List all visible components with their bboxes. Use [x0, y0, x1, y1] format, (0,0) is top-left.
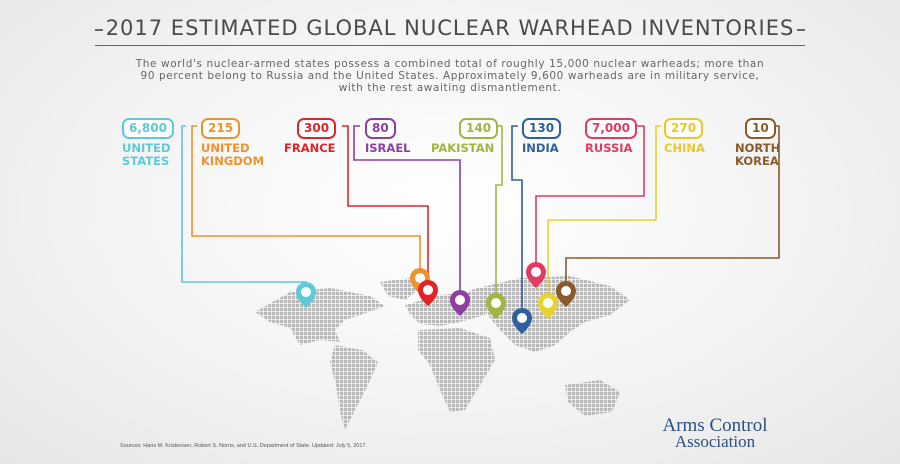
logo-line-2: Association: [674, 432, 756, 451]
country-china: 270 CHINA: [664, 118, 705, 155]
title-rule-right: [797, 29, 805, 31]
connector-north-korea: [565, 125, 780, 284]
continent-north-america: [255, 288, 385, 345]
country-name: UNITED KINGDOM: [201, 141, 265, 168]
warhead-count: 130: [522, 118, 562, 139]
country-name: PAKISTAN: [431, 141, 495, 155]
continent-africa: [418, 328, 495, 412]
title-rule-bottom: [95, 45, 805, 46]
country-united-kingdom: 215 UNITED KINGDOM: [201, 118, 264, 168]
pin-israel: [450, 290, 470, 316]
pin-russia: [526, 262, 546, 288]
country-israel: 80 ISRAEL: [365, 118, 411, 155]
country-pakistan: 140 PAKISTAN: [431, 118, 499, 155]
connector-russia: [535, 125, 645, 266]
pin-india: [512, 308, 532, 334]
connector-france: [342, 125, 429, 284]
pin-france: [418, 280, 438, 306]
title-rule-left: [95, 29, 103, 31]
sources-note: Sources: Hans M. Kristensen, Robert S. N…: [120, 443, 368, 449]
warhead-count: 6,800: [122, 118, 174, 139]
country-name: UNITED STATES: [122, 141, 171, 168]
continent-greenland: [380, 278, 420, 300]
country-north-korea: 10 NORTH KOREA: [735, 118, 780, 168]
country-united-states: 6,800 UNITED STATES: [122, 118, 174, 168]
warhead-count: 215: [201, 118, 241, 139]
warhead-count: 300: [297, 118, 337, 139]
warhead-count: 7,000: [585, 118, 637, 139]
country-india: 130 INDIA: [522, 118, 562, 155]
pin-pakistan: [486, 293, 506, 319]
connector-pakistan: [495, 125, 503, 296]
pin-north-korea: [556, 281, 576, 307]
warhead-count: 80: [365, 118, 396, 139]
country-name: CHINA: [664, 141, 705, 155]
country-russia: 7,000 RUSSIA: [585, 118, 637, 155]
country-name: NORTH KOREA: [735, 141, 781, 168]
connector-israel: [353, 125, 461, 292]
subtitle: The world's nuclear-armed states possess…: [135, 58, 765, 94]
logo-line-1: Arms Control: [662, 415, 768, 436]
arms-control-association-logo: Arms Control Association: [640, 415, 790, 451]
country-name: FRANCE: [284, 141, 336, 155]
pin-china: [538, 293, 558, 319]
pin-united-states: [296, 282, 316, 308]
connector-united-kingdom: [191, 125, 421, 276]
country-name: INDIA: [522, 141, 559, 155]
connector-india: [511, 125, 523, 310]
warhead-count: 270: [664, 118, 704, 139]
continent-south-america: [330, 345, 378, 430]
connector-china: [547, 125, 661, 296]
warhead-count: 10: [745, 118, 776, 139]
country-name: ISRAEL: [365, 141, 411, 155]
page-title: 2017 ESTIMATED GLOBAL NUCLEAR WARHEAD IN…: [105, 16, 795, 40]
map-pins: [296, 262, 576, 334]
country-name: RUSSIA: [585, 141, 633, 155]
warhead-count: 140: [459, 118, 499, 139]
continent-australia: [565, 380, 620, 416]
country-france: 300 FRANCE: [284, 118, 337, 155]
